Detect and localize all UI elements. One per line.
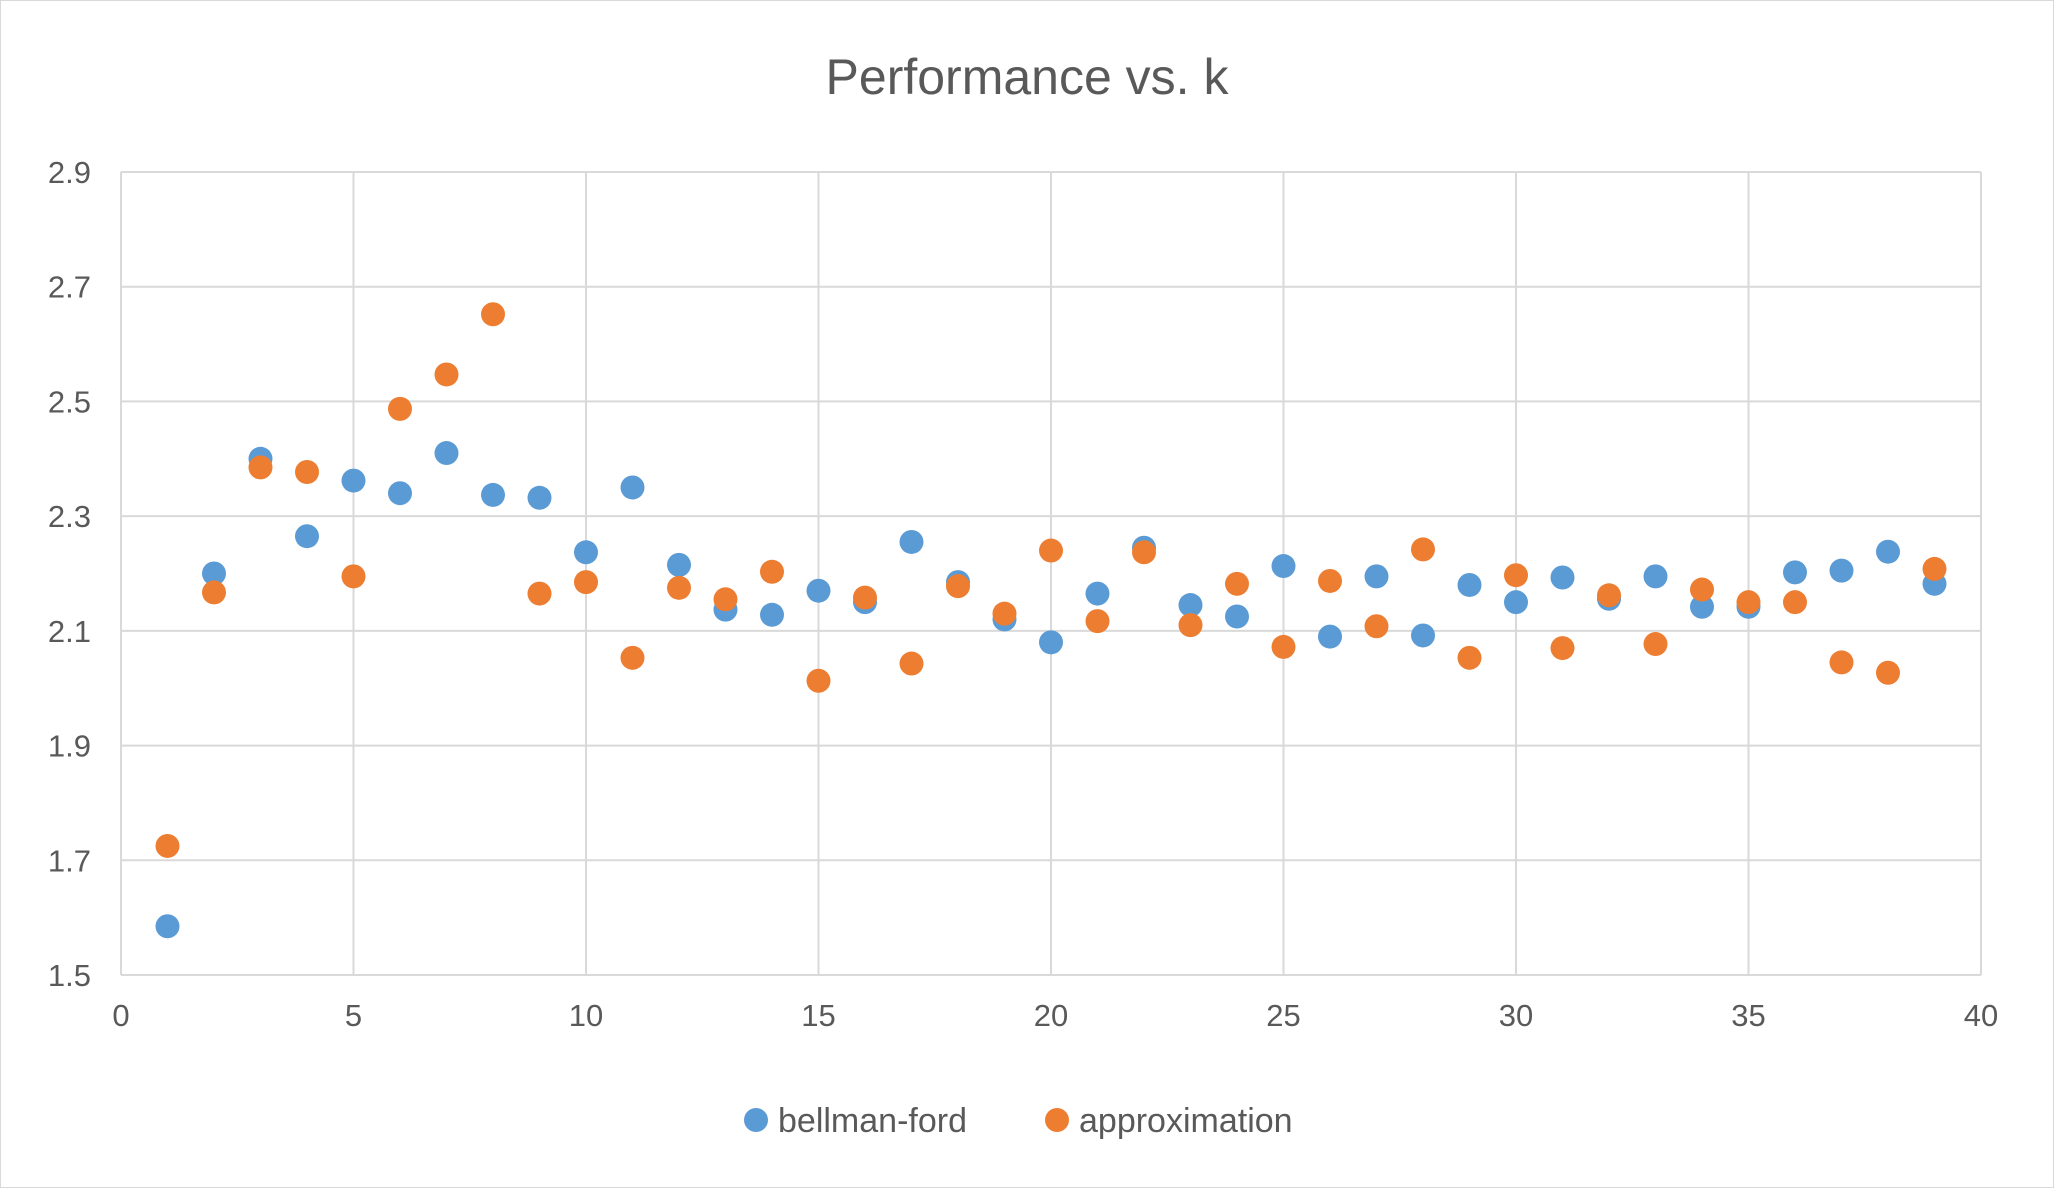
y-tick-label: 2.3: [48, 499, 91, 534]
data-point: [202, 561, 226, 586]
x-tick-label: 40: [1964, 998, 1998, 1033]
data-point: [1690, 594, 1714, 619]
y-tick-label: 1.7: [48, 843, 91, 878]
data-point: [1225, 571, 1249, 596]
data-point: [853, 585, 877, 610]
data-point: [667, 552, 691, 577]
data-point: [388, 481, 412, 506]
data-point: [527, 485, 552, 510]
data-point: [295, 459, 319, 484]
data-point: [1364, 614, 1389, 639]
x-tick-label: 10: [569, 998, 603, 1033]
data-point: [620, 645, 645, 670]
gridlines: [120, 171, 1982, 976]
data-point: [574, 540, 598, 565]
data-point: [1085, 581, 1110, 606]
data-point: [1643, 564, 1668, 589]
data-points: [155, 302, 1947, 939]
x-tick-label: 15: [801, 998, 835, 1033]
legend-label: approximation: [1079, 1102, 1293, 1140]
data-point: [1039, 630, 1063, 655]
x-tick-label: 20: [1034, 998, 1068, 1033]
data-point: [574, 570, 598, 595]
data-point: [1922, 556, 1947, 581]
data-point: [155, 833, 180, 858]
x-tick-label: 35: [1731, 998, 1765, 1033]
y-tick-label: 1.9: [48, 729, 91, 764]
x-tick-label: 30: [1499, 998, 1533, 1033]
data-point: [1736, 590, 1761, 615]
data-point: [1178, 593, 1203, 618]
data-point: [1504, 590, 1528, 615]
data-point: [992, 601, 1017, 626]
legend: bellman-ford approximation: [744, 1102, 1293, 1140]
data-point: [1457, 645, 1482, 670]
data-point: [899, 651, 924, 676]
data-point: [527, 581, 552, 606]
legend-marker: [1045, 1108, 1069, 1132]
data-point: [1178, 613, 1203, 638]
data-point: [1643, 632, 1668, 657]
data-point: [341, 468, 366, 493]
x-tick-label: 5: [345, 998, 362, 1033]
data-point: [1318, 624, 1342, 649]
data-point: [1550, 565, 1575, 590]
data-point: [946, 574, 970, 599]
axes: 2.9 2.7 2.5 2.3 2.1 1.9 1.7 1.5 0 5 10 15 20 25 30 35 40: [48, 155, 1998, 1033]
data-point: [1364, 564, 1389, 589]
data-point: [1318, 568, 1342, 593]
x-tick-label: 0: [112, 998, 129, 1033]
data-point: [202, 580, 226, 605]
data-point: [1085, 609, 1110, 634]
data-point: [1783, 590, 1807, 615]
data-point: [1132, 540, 1156, 565]
y-tick-label: 2.7: [48, 270, 91, 305]
x-tick-label: 25: [1266, 998, 1300, 1033]
data-point: [713, 587, 738, 612]
data-point: [1876, 660, 1900, 685]
data-point: [1039, 538, 1063, 563]
data-point: [806, 578, 831, 603]
data-point: [806, 668, 831, 693]
data-point: [1829, 558, 1854, 583]
data-point: [434, 362, 459, 387]
y-tick-label: 2.5: [48, 384, 91, 419]
legend-marker: [744, 1108, 768, 1132]
data-point: [1829, 650, 1854, 675]
y-tick-label: 2.9: [48, 155, 91, 190]
data-point: [1411, 537, 1435, 562]
data-point: [1597, 583, 1621, 608]
data-point: [899, 529, 924, 554]
data-point: [341, 564, 366, 589]
data-point: [1504, 563, 1528, 588]
data-point: [1783, 560, 1807, 585]
data-point: [1271, 554, 1296, 579]
data-point: [760, 559, 784, 584]
data-point: [248, 455, 273, 480]
data-point: [1876, 539, 1900, 564]
data-point: [481, 302, 505, 327]
legend-label: bellman-ford: [778, 1102, 967, 1140]
data-point: [434, 441, 459, 466]
data-point: [1690, 577, 1714, 602]
series-approximation: [155, 302, 1947, 858]
chart-title: Performance vs. k: [826, 49, 1230, 105]
data-point: [1457, 572, 1482, 597]
data-point: [1411, 623, 1435, 648]
data-point: [155, 914, 180, 939]
data-point: [620, 475, 645, 500]
data-point: [388, 396, 412, 421]
y-tick-label: 1.5: [48, 958, 91, 993]
data-point: [760, 602, 784, 627]
y-tick-label: 2.1: [48, 614, 91, 649]
data-point: [667, 575, 691, 600]
data-point: [1550, 636, 1575, 661]
data-point: [481, 482, 505, 507]
data-point: [295, 524, 319, 549]
data-point: [1271, 634, 1296, 659]
data-point: [1225, 604, 1249, 629]
